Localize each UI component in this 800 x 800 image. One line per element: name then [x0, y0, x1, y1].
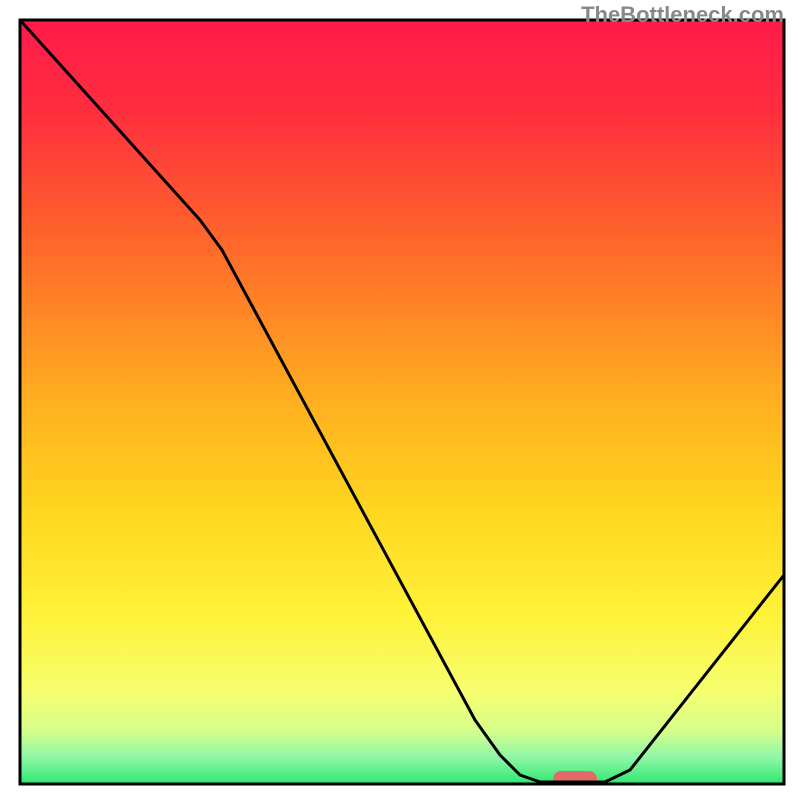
chart-svg: [0, 0, 800, 800]
watermark-text: TheBottleneck.com: [581, 2, 784, 28]
gradient-background: [20, 20, 784, 784]
bottleneck-chart: TheBottleneck.com: [0, 0, 800, 800]
plot-area: [0, 0, 800, 800]
